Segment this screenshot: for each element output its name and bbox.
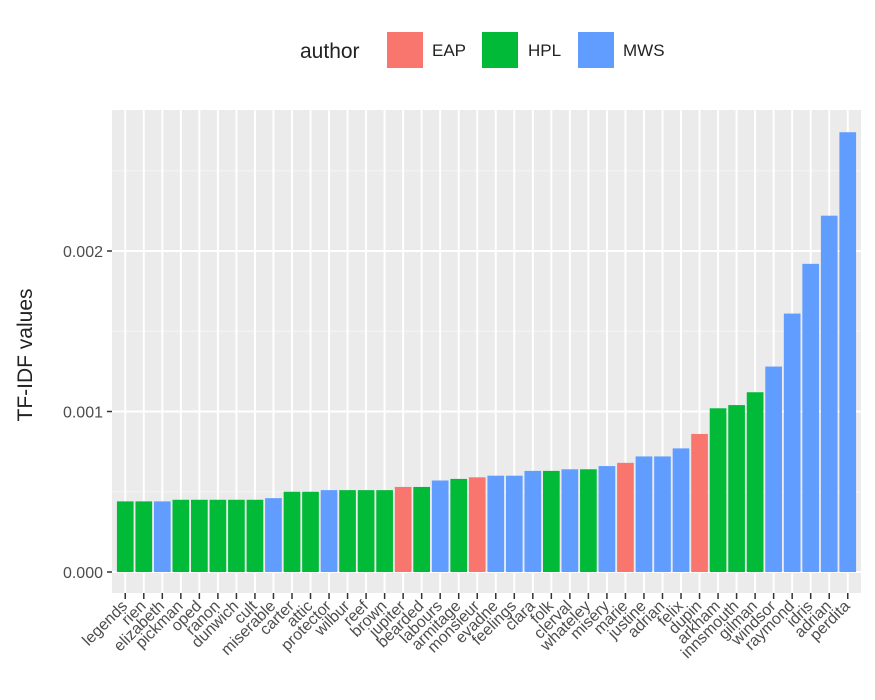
legend-label-hpl: HPL <box>528 41 561 60</box>
bar-evadne <box>487 475 505 572</box>
bar-adrian <box>820 215 838 572</box>
bar-carter <box>283 491 301 572</box>
bar-adrian <box>654 456 671 572</box>
bar-dupin <box>691 433 708 572</box>
bars <box>116 132 857 573</box>
bar-misery <box>598 466 616 572</box>
bar-innsmouth <box>728 405 745 572</box>
bar-monsieur <box>468 477 486 572</box>
bar-bearded <box>413 486 430 572</box>
bar-folk <box>543 470 560 572</box>
bar-oped <box>191 499 208 572</box>
bar-protector <box>320 490 338 572</box>
legend-swatch-hpl <box>482 32 518 68</box>
bar-pickman <box>172 499 190 572</box>
y-tick-label: 0.002 <box>63 244 103 261</box>
bar-arkham <box>709 408 727 572</box>
bar-cult <box>246 499 264 572</box>
bar-ranon <box>209 499 227 572</box>
legend-swatch-mws <box>578 32 614 68</box>
legend-title: author <box>300 40 360 63</box>
bar-rien <box>135 501 153 572</box>
bar-whateley <box>580 469 597 572</box>
bar-attic <box>302 491 319 572</box>
bar-idris <box>802 263 820 572</box>
bar-marie <box>617 462 634 572</box>
legend-label-mws: MWS <box>623 41 665 60</box>
y-axis-title: TF-IDF values <box>14 288 37 421</box>
bar-jupiter <box>394 486 412 572</box>
bar-gilman <box>746 392 764 572</box>
bar-justine <box>635 456 653 572</box>
y-tick-label: 0.001 <box>63 405 103 422</box>
y-axis: 0.000 0.001 0.002 <box>63 244 112 582</box>
bar-wilbur <box>339 490 356 572</box>
bar-elizabeth <box>153 501 171 572</box>
bar-dunwich <box>228 499 245 572</box>
bar-clara <box>524 470 542 572</box>
legend-label-eap: EAP <box>432 41 466 60</box>
bar-reef <box>357 490 375 572</box>
y-tick-label: 0.000 <box>63 565 103 582</box>
legend-swatch-eap <box>387 32 423 68</box>
legend: author EAP HPL MWS <box>300 32 665 68</box>
bar-clerval <box>561 469 579 572</box>
bar-miserable <box>265 498 282 572</box>
bar-perdita <box>839 132 857 573</box>
bar-brown <box>376 490 393 572</box>
bar-feelings <box>505 475 523 572</box>
bar-raymond <box>783 313 801 572</box>
bar-windsor <box>765 366 782 572</box>
bar-legends <box>116 501 134 572</box>
bar-felix <box>672 448 690 572</box>
x-axis: legendsrienelizabethpickmanopedranondunw… <box>79 593 854 662</box>
bar-armitage <box>450 478 468 572</box>
bar-labours <box>431 480 449 572</box>
